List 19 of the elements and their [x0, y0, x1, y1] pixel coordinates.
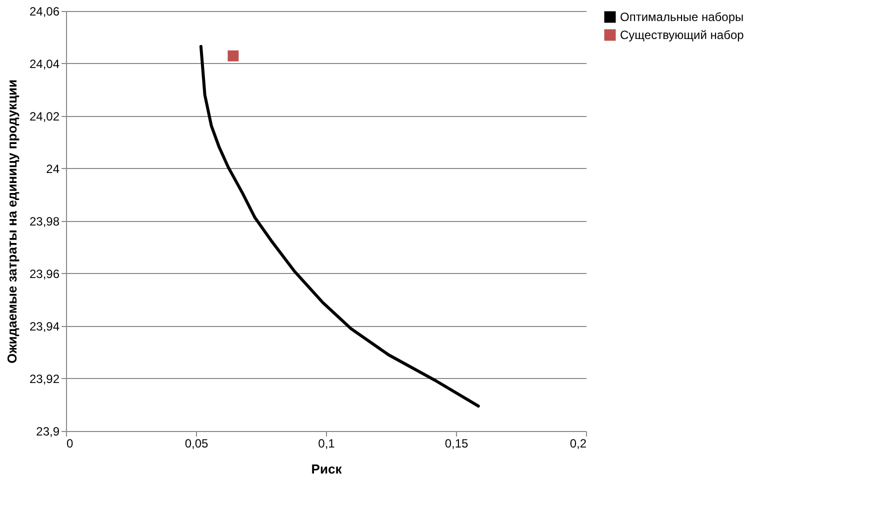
x-tick-label: 0,15 [444, 436, 468, 450]
y-tick-label: 24,02 [29, 110, 60, 124]
y-tick-label: 23,96 [29, 267, 60, 281]
y-tick-label: 24 [46, 162, 60, 176]
x-tick-label: 0,1 [318, 436, 336, 450]
x-axis-title: Риск [311, 462, 342, 476]
y-axis-title: Ожидаемые затраты на единицу продукции [4, 79, 20, 364]
y-tick-label: 23,92 [29, 372, 60, 386]
y-tick-label: 23,98 [29, 214, 60, 228]
legend-label: Оптимальные наборы [620, 10, 744, 24]
x-tick-label: 0,2 [570, 436, 587, 450]
x-tick-label: 0,05 [184, 436, 208, 450]
x-tick-label: 0 [66, 436, 74, 450]
line-series [199, 44, 480, 408]
y-tick-label: 23,9 [36, 424, 60, 438]
y-tick-label: 24,06 [29, 4, 60, 18]
y-tick-label: 24,04 [29, 57, 60, 71]
y-tick-label: 23,94 [29, 320, 60, 334]
legend-label: Существующий набор [620, 28, 744, 42]
